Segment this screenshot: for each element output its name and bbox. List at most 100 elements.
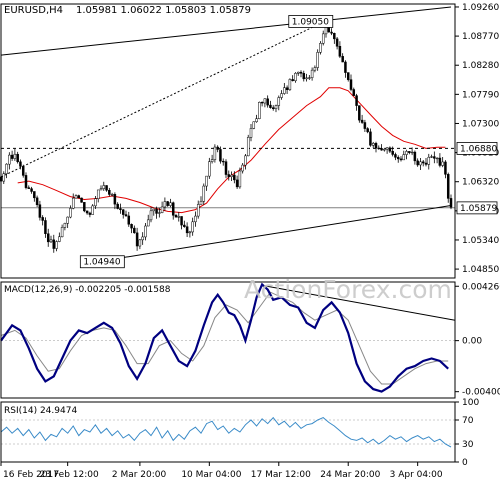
x-tick-label: 23 Feb 12:00 bbox=[40, 470, 99, 480]
candle-body bbox=[24, 175, 28, 188]
candle-body bbox=[146, 219, 150, 227]
candle-body bbox=[210, 159, 214, 162]
candle-body bbox=[77, 195, 81, 199]
candle-body bbox=[27, 187, 31, 189]
x-tick-label: 2 Mar 20:00 bbox=[112, 470, 167, 480]
candle-body bbox=[396, 157, 400, 160]
macd-line bbox=[0, 282, 449, 393]
candle-body bbox=[205, 175, 208, 187]
candle-body bbox=[127, 215, 131, 225]
candle-body bbox=[224, 161, 228, 175]
candle-body bbox=[116, 203, 119, 209]
rsi-y-tick-label: 100 bbox=[462, 398, 479, 408]
candle-body bbox=[394, 154, 397, 158]
candle-body bbox=[33, 191, 36, 199]
candle-body bbox=[2, 173, 6, 182]
candle-body bbox=[119, 208, 122, 211]
candle-body bbox=[155, 208, 158, 214]
candle-body bbox=[160, 206, 164, 213]
candle-body bbox=[249, 128, 253, 138]
candle-body bbox=[246, 137, 250, 157]
candle-body bbox=[5, 163, 8, 174]
candle-body bbox=[241, 164, 244, 172]
trendline bbox=[0, 19, 329, 178]
candle-body bbox=[41, 217, 44, 221]
candle-body bbox=[113, 194, 117, 205]
candle-body bbox=[346, 72, 350, 80]
candle-body bbox=[171, 202, 175, 216]
candle-body bbox=[230, 174, 233, 177]
price-labels: 1.09050 1.04940 bbox=[79, 15, 334, 269]
candle-body bbox=[216, 146, 219, 150]
price-y-tick-label: 1.07300 bbox=[462, 119, 499, 129]
candle-body bbox=[138, 239, 142, 247]
macd-y-tick-label: -0.004004 bbox=[462, 388, 500, 398]
candle-body bbox=[49, 239, 53, 243]
candle-body bbox=[74, 195, 78, 199]
candle-body bbox=[63, 223, 67, 228]
candle-body bbox=[380, 148, 383, 151]
price-label: 1.09050 bbox=[292, 17, 329, 27]
candle-body bbox=[158, 212, 161, 214]
candle-body bbox=[244, 155, 247, 166]
macd-y-tick-label: 0.004266 bbox=[462, 282, 500, 292]
candle-body bbox=[99, 188, 103, 191]
candle-body bbox=[335, 38, 339, 47]
candle-body bbox=[16, 153, 19, 163]
candle-body bbox=[369, 131, 372, 146]
candle-body bbox=[191, 221, 194, 233]
candle-body bbox=[213, 146, 217, 160]
candle-body bbox=[435, 157, 439, 160]
axes: 1.09260 1.08770 1.08280 1.07790 1.07300 1.068… bbox=[0, 3, 500, 480]
candle-body bbox=[130, 224, 133, 229]
candle-body bbox=[333, 33, 336, 40]
candle-body bbox=[13, 153, 17, 159]
candle-body bbox=[280, 93, 283, 98]
candle-body bbox=[410, 151, 414, 154]
price-y-tick-label: 1.09260 bbox=[462, 3, 499, 13]
candle-body bbox=[188, 231, 192, 234]
candle-body bbox=[183, 224, 186, 227]
candle-body bbox=[66, 216, 69, 224]
candle-body bbox=[424, 162, 428, 165]
candle-body bbox=[310, 69, 314, 78]
candle-body bbox=[430, 156, 433, 158]
price-panel-frame bbox=[0, 3, 456, 279]
candle-body bbox=[60, 227, 64, 238]
candle-body bbox=[152, 208, 156, 212]
candle-body bbox=[302, 73, 306, 80]
x-tick-label: 3 Apr 04:00 bbox=[390, 470, 443, 480]
axis-tag-box bbox=[456, 142, 498, 155]
candle-body bbox=[252, 121, 256, 129]
price-trendlines bbox=[0, 6, 455, 265]
candle-body bbox=[360, 119, 364, 123]
x-tick-label: 10 Mar 04:00 bbox=[181, 470, 241, 480]
candle-body bbox=[338, 46, 342, 57]
candle-body bbox=[355, 95, 358, 106]
trendline bbox=[84, 204, 452, 265]
candle-body bbox=[363, 122, 367, 129]
candle-body bbox=[52, 239, 56, 249]
candle-body bbox=[305, 77, 308, 80]
candle-body bbox=[341, 56, 344, 63]
price-y-tick-label: 1.05340 bbox=[462, 236, 499, 246]
candle-body bbox=[96, 189, 100, 199]
price-y-tick-label: 1.07790 bbox=[462, 90, 499, 100]
candle-body bbox=[135, 232, 139, 247]
candle-body bbox=[277, 97, 281, 106]
price-label: 1.04940 bbox=[83, 258, 120, 268]
candle-body bbox=[269, 104, 272, 108]
macd-signal-line bbox=[0, 291, 449, 385]
candle-body bbox=[358, 105, 361, 121]
axis-tag-label: 1.05879 bbox=[460, 204, 497, 214]
candle-body bbox=[321, 33, 325, 44]
rsi-title: RSI(14) 24.9474 bbox=[4, 406, 77, 416]
candle-body bbox=[208, 161, 211, 177]
candle-body bbox=[174, 215, 178, 218]
candle-body bbox=[385, 147, 389, 150]
macd-y-tick-label: 0.00 bbox=[462, 337, 482, 347]
candle-body bbox=[80, 197, 83, 203]
rsi-y-tick-label: 70 bbox=[462, 416, 474, 426]
candle-body bbox=[233, 174, 236, 181]
